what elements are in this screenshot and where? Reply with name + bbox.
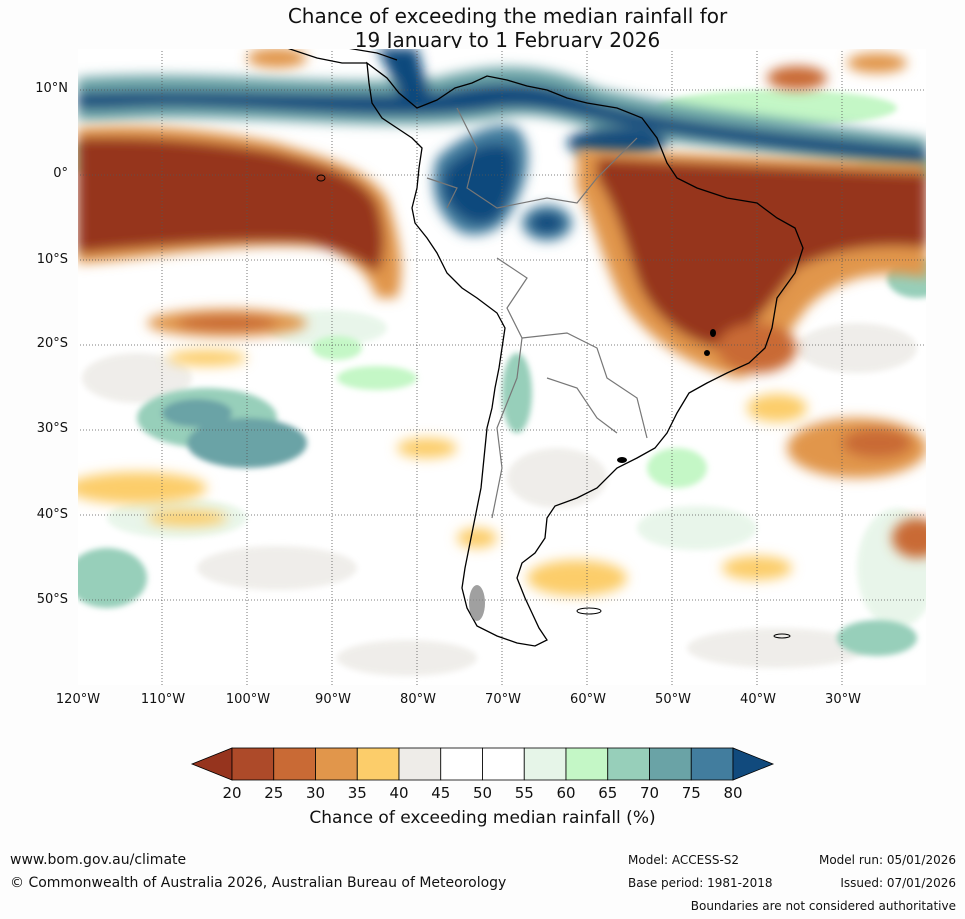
colorbar-tick-label: 35 xyxy=(347,784,367,802)
lat-label-40s: 40°S xyxy=(36,507,68,522)
lon-label-30w: 30°W xyxy=(825,692,861,707)
country-borders xyxy=(426,107,648,519)
disclaimer-text: Boundaries are not considered authoritat… xyxy=(690,899,956,913)
colorbar-tick-label: 55 xyxy=(514,784,534,802)
graticule xyxy=(77,48,927,686)
lon-label-40w: 40°W xyxy=(740,692,776,707)
colorbar-cell xyxy=(482,747,525,781)
lon-label-50w: 50°W xyxy=(655,692,691,707)
colorbar-arrow-high xyxy=(732,747,775,781)
colorbar-tick-label: 60 xyxy=(556,784,576,802)
colorbar-cell xyxy=(649,747,692,781)
lon-label-110w: 110°W xyxy=(140,692,186,707)
lon-label-70w: 70°W xyxy=(485,692,521,707)
colorbar-tick-label: 25 xyxy=(264,784,284,802)
colorbar-tick-label: 30 xyxy=(305,784,326,802)
lat-label-10n: 10°N xyxy=(35,81,68,96)
colorbar-tick-label: 80 xyxy=(723,784,743,802)
lon-label-60w: 60°W xyxy=(570,692,606,707)
rainfall-map xyxy=(77,48,927,686)
issued-text: Issued: 07/01/2026 xyxy=(840,876,956,890)
colorbar-cell xyxy=(440,747,483,781)
base-period-text: Base period: 1981-2018 xyxy=(628,876,773,890)
colorbar-tick-label: 20 xyxy=(222,784,242,802)
lon-label-90w: 90°W xyxy=(315,692,351,707)
website-link[interactable]: www.bom.gov.au/climate xyxy=(10,852,187,868)
colorbar-arrow-low xyxy=(190,747,233,781)
model-text: Model: ACCESS-S2 xyxy=(628,853,740,867)
colorbar-tick-label: 70 xyxy=(639,784,660,802)
colorbar-cell xyxy=(398,747,442,781)
colorbar-cell xyxy=(356,747,400,781)
title-line-1: Chance of exceeding the median rainfall … xyxy=(287,4,728,28)
lat-label-10s: 10°S xyxy=(36,252,68,267)
lon-label-120w: 120°W xyxy=(55,692,101,707)
central-america-coastline xyxy=(286,48,398,64)
model-run-text: Model run: 05/01/2026 xyxy=(818,853,956,867)
colorbar-cell xyxy=(607,747,650,781)
colorbar-tick-label: 65 xyxy=(598,784,618,802)
chart-title: Chance of exceeding the median rainfall … xyxy=(0,4,965,52)
lat-label-0: 0° xyxy=(53,166,68,181)
colorbar-cell xyxy=(690,747,734,781)
colorbar xyxy=(190,747,775,781)
colorbar-cell xyxy=(523,747,567,781)
colorbar-cell xyxy=(231,747,275,781)
colorbar-tick-label: 75 xyxy=(681,784,701,802)
lon-label-80w: 80°W xyxy=(400,692,436,707)
south-america-coastline xyxy=(366,61,804,647)
colorbar-label: Chance of exceeding median rainfall (%) xyxy=(309,808,656,828)
lat-label-30s: 30°S xyxy=(36,421,68,436)
colorbar-cell xyxy=(315,747,358,781)
map-canvas xyxy=(77,48,927,686)
colorbar-tick-label: 50 xyxy=(472,784,493,802)
lon-label-100w: 100°W xyxy=(225,692,271,707)
colorbar-tick-label: 45 xyxy=(431,784,451,802)
lat-label-20s: 20°S xyxy=(36,336,68,351)
colorbar-cell xyxy=(565,747,609,781)
lat-label-50s: 50°S xyxy=(36,592,68,607)
copyright-text: © Commonwealth of Australia 2026, Austra… xyxy=(10,875,507,891)
colorbar-cell xyxy=(273,747,316,781)
colorbar-tick-label: 40 xyxy=(389,784,409,802)
